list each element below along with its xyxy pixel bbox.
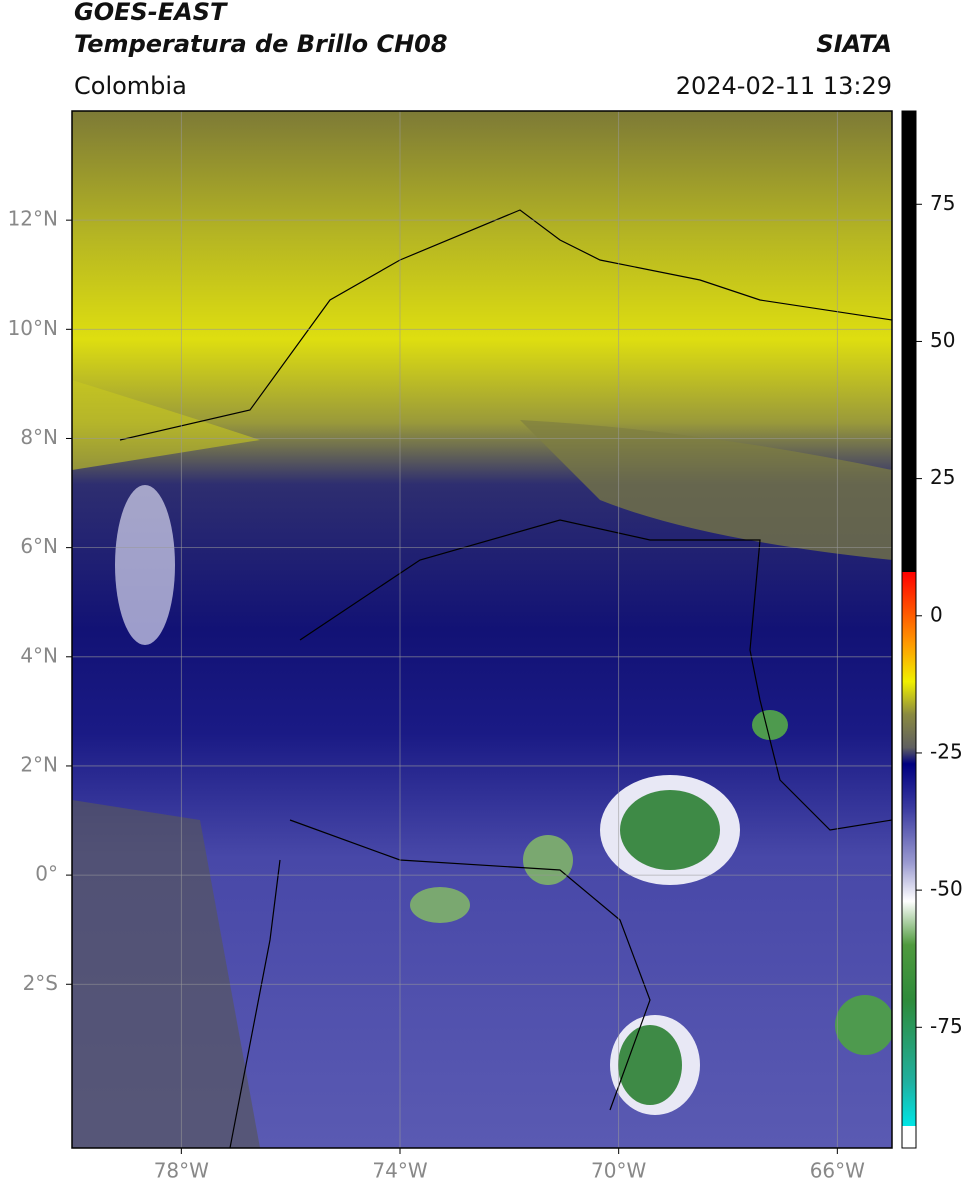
- y-tick-label: 10°N: [8, 316, 58, 340]
- map-frame: [71, 110, 893, 1149]
- institution: SIATA: [816, 30, 892, 58]
- datetime: 2024-02-11 13:29: [676, 72, 892, 100]
- cloud: [752, 710, 788, 740]
- y-tick-label: 8°N: [20, 425, 58, 449]
- x-tick-label: 66°W: [810, 1159, 865, 1183]
- colorbar-tick-label: 25: [930, 465, 955, 489]
- cloud: [72, 380, 260, 470]
- colorbar: [901, 110, 917, 1149]
- cloud: [523, 835, 573, 885]
- border-lines: [119, 209, 892, 1148]
- region: Colombia: [74, 72, 187, 100]
- cloud: [115, 485, 175, 645]
- cloud: [618, 1025, 682, 1105]
- y-tick-label: 2°N: [20, 752, 58, 776]
- cloud: [620, 790, 720, 870]
- x-tick-label: 78°W: [154, 1159, 209, 1183]
- cloud: [520, 420, 892, 560]
- y-tick-label: 12°N: [8, 207, 58, 231]
- satellite-image: [72, 111, 892, 1148]
- y-tick-label: 4°N: [20, 643, 58, 667]
- colorbar-tick-label: 75: [930, 191, 955, 215]
- source: GOES-EAST: [74, 0, 228, 26]
- cloud: [410, 887, 470, 923]
- colorbar-tick-label: 0: [930, 602, 943, 626]
- cloud: [835, 995, 892, 1055]
- x-tick-label: 70°W: [591, 1159, 646, 1183]
- colorbar-tick-label: -25: [930, 739, 963, 763]
- colorbar-tick-label: -50: [930, 877, 963, 901]
- colorbar-tick-label: -75: [930, 1014, 963, 1038]
- cloud: [72, 800, 260, 1148]
- y-tick-label: 6°N: [20, 534, 58, 558]
- y-tick-label: 0°: [35, 862, 58, 886]
- graticule: [72, 111, 892, 1148]
- colorbar-tick-label: 50: [930, 328, 955, 352]
- x-tick-label: 74°W: [372, 1159, 427, 1183]
- product: Temperatura de Brillo CH08: [74, 30, 448, 58]
- y-tick-label: 2°S: [23, 971, 58, 995]
